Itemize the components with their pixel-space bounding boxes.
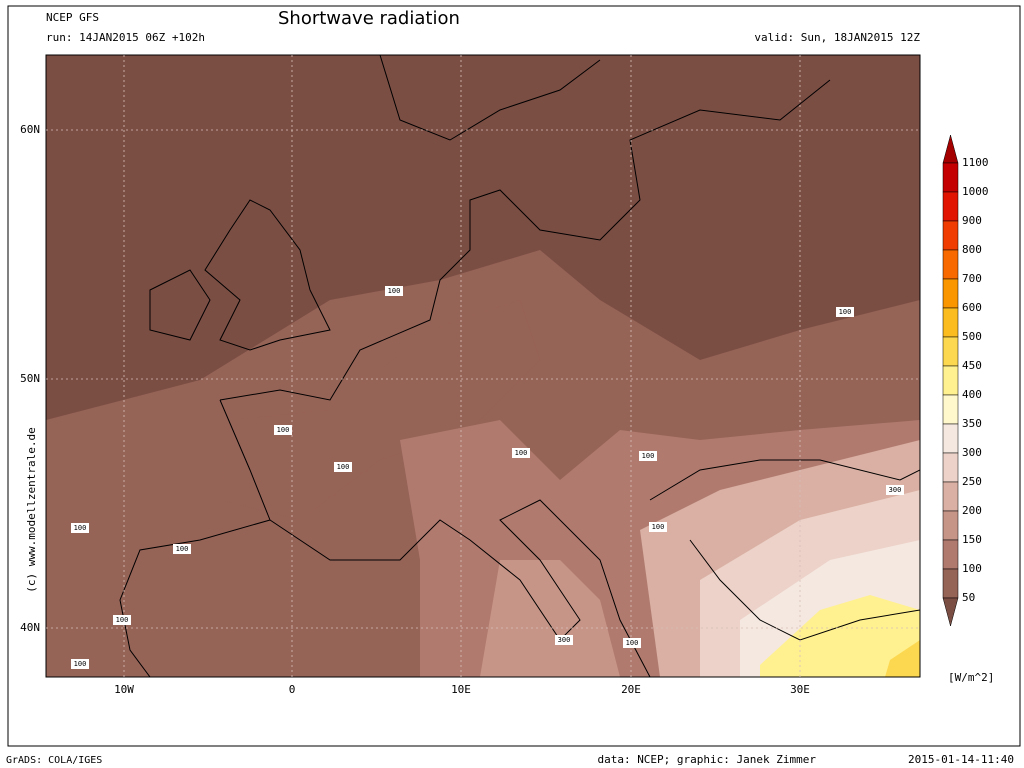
contour-label-box	[71, 659, 89, 669]
contour-label: 100	[277, 426, 290, 434]
lat-label: 60N	[20, 123, 40, 136]
colorbar-label: 400	[962, 388, 982, 401]
colorbar-label: 900	[962, 214, 982, 227]
coastline	[204, 199, 331, 351]
contour-label: 100	[626, 639, 639, 647]
colorbar-label: 50	[962, 591, 975, 604]
colorbar-swatch	[942, 394, 959, 425]
lon-label: 20E	[621, 683, 641, 696]
contour-label-box	[173, 544, 191, 554]
contour-label: 100	[74, 524, 87, 532]
lon-label: 10E	[451, 683, 471, 696]
colorbar-cap	[942, 597, 959, 627]
coastline	[379, 55, 601, 141]
contour-label-box	[639, 451, 657, 461]
colorbar-label: 150	[962, 533, 982, 546]
model: NCEP GFS	[46, 11, 99, 24]
lon-label: 10W	[114, 683, 134, 696]
colorbar-label: 350	[962, 417, 982, 430]
contour-label: 100	[337, 463, 350, 471]
contour-label-box	[886, 485, 904, 495]
contour-label: 300	[558, 636, 571, 644]
watermark: (c) www.modellzentrale.de	[25, 427, 38, 593]
contour-label: 100	[116, 616, 129, 624]
colorbar-swatch	[942, 220, 959, 251]
colorbar-swatch	[942, 423, 959, 454]
contour-label-box	[71, 523, 89, 533]
colorbar-label: 100	[962, 562, 982, 575]
run: run: 14JAN2015 06Z +102h	[46, 31, 205, 44]
coastline	[219, 79, 831, 401]
colorbar-label: 800	[962, 243, 982, 256]
footer-left: GrADS: COLA/IGES	[6, 755, 102, 766]
coastline	[119, 399, 271, 677]
coastline	[689, 539, 920, 641]
colorbar-swatch	[942, 452, 959, 483]
title: Shortwave radiation	[278, 8, 460, 29]
contour-label-box	[555, 635, 573, 645]
coastline	[649, 459, 920, 501]
lat-label: 50N	[20, 372, 40, 385]
footer-timestamp: 2015-01-14-11:40	[908, 753, 1014, 766]
contour-label-box	[623, 638, 641, 648]
colorbar-label: 1000	[962, 185, 989, 198]
colorbar-swatch	[942, 162, 959, 193]
colorbar-label: 700	[962, 272, 982, 285]
colorbar-swatch	[942, 336, 959, 367]
colorbar-label: 300	[962, 446, 982, 459]
contour-label: 300	[889, 486, 902, 494]
contour-label: 100	[515, 449, 528, 457]
colorbar-swatch	[942, 539, 959, 570]
colorbar-label: 500	[962, 330, 982, 343]
field	[885, 640, 920, 677]
lat-label: 40N	[20, 621, 40, 634]
contour-label: 100	[642, 452, 655, 460]
colorbar-label: 200	[962, 504, 982, 517]
colorbar-unit: [W/m^2]	[948, 671, 994, 684]
contour-label: 100	[652, 523, 665, 531]
contour-label: 100	[388, 287, 401, 295]
colorbar-label: 1100	[962, 156, 989, 169]
map	[45, 54, 921, 678]
contour-label-box	[113, 615, 131, 625]
colorbar-label: 450	[962, 359, 982, 372]
map-border	[45, 54, 921, 678]
colorbar-swatch	[942, 307, 959, 338]
contour-label-box	[334, 462, 352, 472]
field	[480, 560, 620, 677]
colorbar-label: 250	[962, 475, 982, 488]
colorbar-swatch	[942, 249, 959, 280]
contour-label-box	[274, 425, 292, 435]
contour-label-box	[385, 286, 403, 296]
colorbar-label: 600	[962, 301, 982, 314]
contour-label-box	[836, 307, 854, 317]
lon-label: 30E	[790, 683, 810, 696]
contour-label-box	[512, 448, 530, 458]
contour-label: 100	[74, 660, 87, 668]
contour-label-box	[649, 522, 667, 532]
colorbar-swatch	[942, 481, 959, 512]
contour-label: 100	[176, 545, 189, 553]
footer-credit: data: NCEP; graphic: Janek Zimmer	[597, 753, 816, 766]
colorbar-swatch	[942, 365, 959, 396]
colorbar-swatch	[942, 510, 959, 541]
field	[220, 300, 540, 520]
coastline	[149, 269, 211, 341]
valid: valid: Sun, 18JAN2015 12Z	[754, 31, 920, 44]
contour-label: 100	[839, 308, 852, 316]
colorbar-swatch	[942, 568, 959, 599]
coastline	[269, 499, 651, 677]
lon-label: 0	[289, 683, 296, 696]
colorbar-swatch	[942, 191, 959, 222]
colorbar-swatch	[942, 278, 959, 309]
